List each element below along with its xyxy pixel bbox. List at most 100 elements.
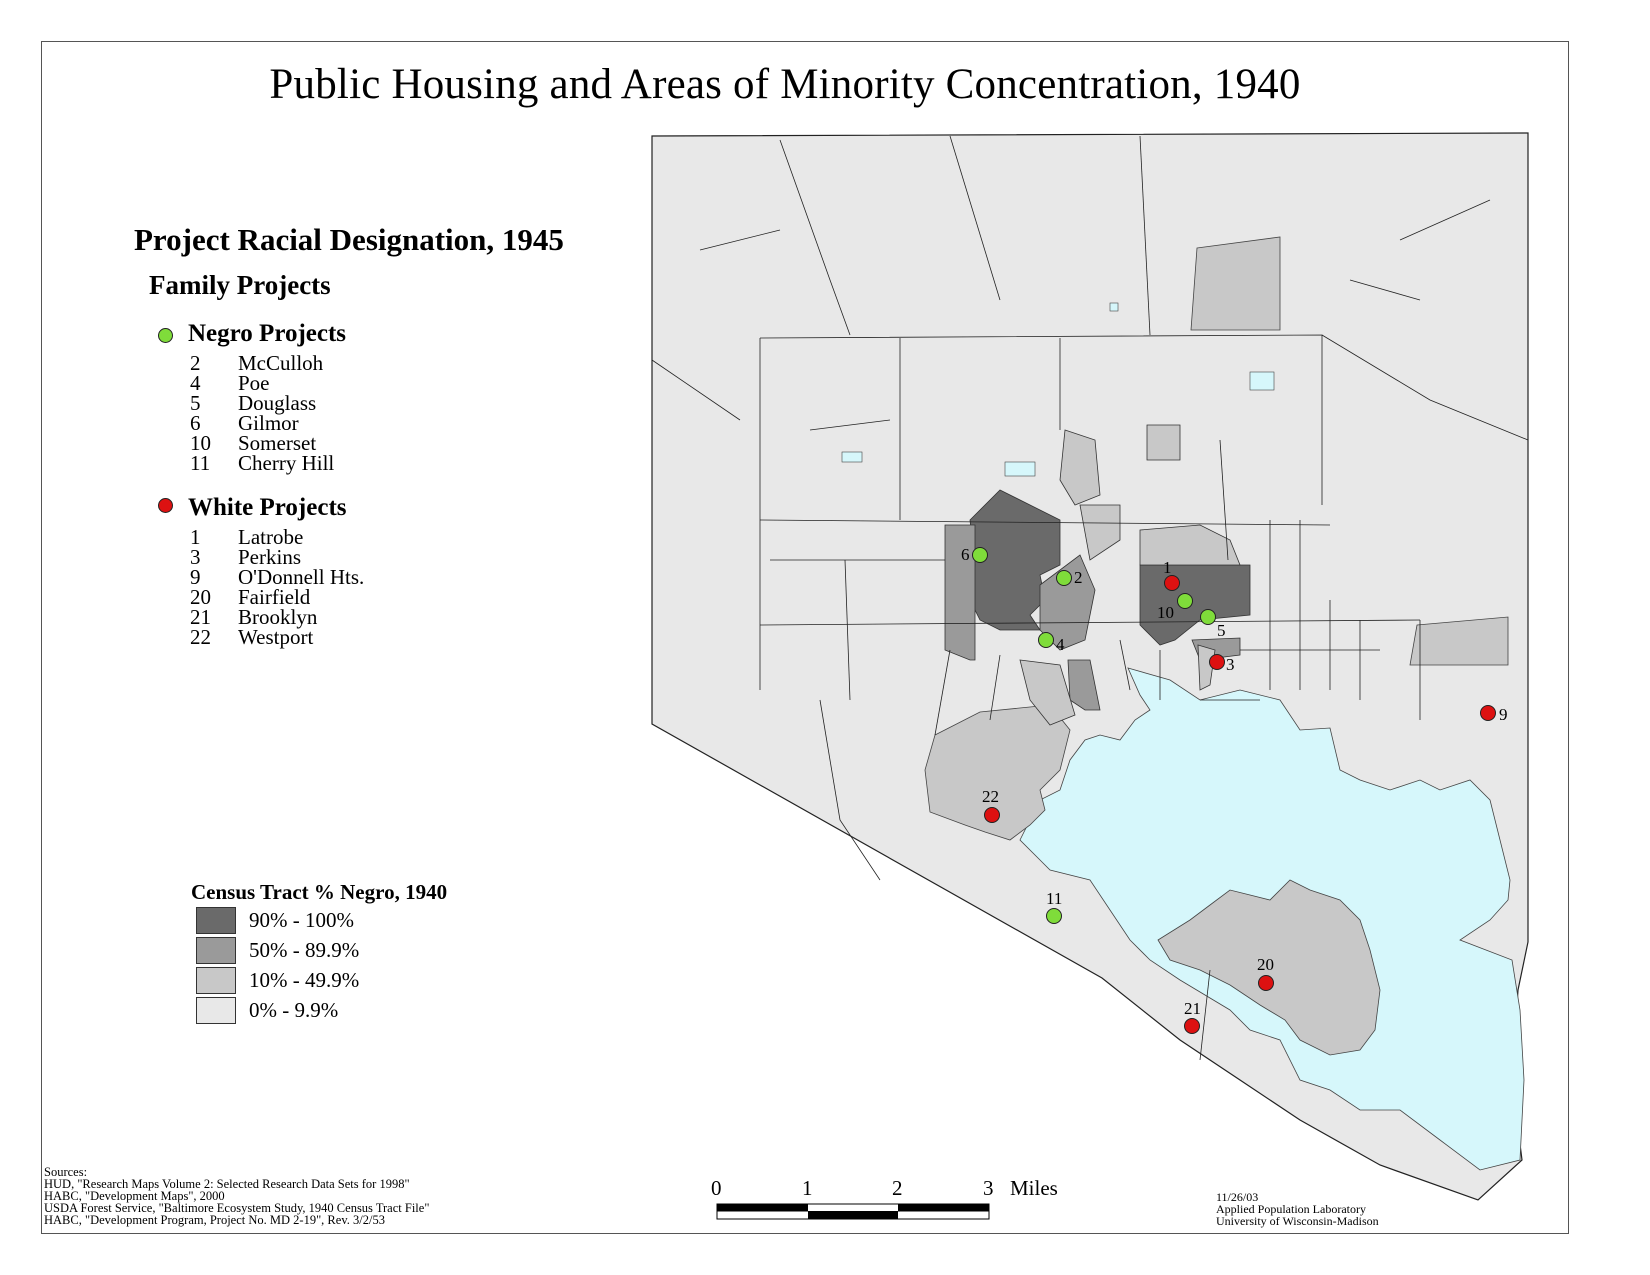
list-item: 5 Douglass (190, 391, 334, 415)
project-label: 22 (982, 787, 999, 806)
north-light-tract-2 (1059, 429, 1101, 506)
fairfield-peninsula (1157, 879, 1381, 1056)
source-line: HABC, "Development Maps", 2000 (44, 1189, 225, 1203)
white-project-marker-icon (158, 498, 173, 513)
project-marker-3 (1209, 654, 1225, 670)
project-label: 6 (961, 545, 970, 564)
project-label: 9 (1499, 705, 1508, 724)
white-projects-heading: White Projects (188, 494, 347, 521)
project-label: 4 (1056, 635, 1065, 654)
project-label: 21 (1184, 999, 1201, 1018)
sources-block: Sources: HUD, "Research Maps Volume 2: S… (44, 1166, 430, 1227)
west-light-tract (1079, 504, 1121, 561)
census-class-label: 50% - 89.9% (249, 938, 360, 962)
list-item: 20 Fairfield (190, 585, 364, 609)
project-number: 22 (190, 625, 211, 649)
project-name: O'Donnell Hts. (238, 565, 365, 589)
project-name: Fairfield (238, 585, 311, 609)
project-marker-21 (1184, 1018, 1200, 1034)
source-line: USDA Forest Service, "Baltimore Ecosyste… (44, 1201, 430, 1215)
list-item: 21 Brooklyn (190, 605, 364, 629)
project-name: Gilmor (238, 411, 299, 435)
credit-date: 11/26/03 (1216, 1190, 1259, 1204)
scale-tick-label: 0 (711, 1176, 722, 1200)
north-tract (1190, 236, 1281, 331)
west-mid-tract-2 (1039, 554, 1096, 651)
census-legend-title: Census Tract % Negro, 1940 (191, 880, 448, 904)
project-marker-1 (1164, 575, 1180, 591)
negro-projects-list: 2 McCulloh 4 Poe 5 Douglass 6 Gilmor 10 Somer… (190, 351, 335, 475)
south-central-tract (1067, 659, 1101, 711)
project-name: McCulloh (238, 351, 324, 375)
scale-unit-label: Miles (1010, 1176, 1058, 1200)
project-marker-5 (1200, 609, 1216, 625)
project-marker-6 (972, 547, 988, 563)
project-number: 2 (190, 351, 201, 375)
negro-project-marker-icon (158, 328, 173, 343)
source-line: HABC, "Development Program, Project No. … (44, 1213, 385, 1227)
west-mid-tract (944, 524, 976, 661)
project-marker-11 (1046, 908, 1062, 924)
census-class-row: 90% - 100% (196, 907, 354, 934)
lake (841, 451, 863, 463)
list-item: 10 Somerset (190, 431, 334, 455)
project-name: Cherry Hill (238, 451, 335, 475)
project-label: 1 (1163, 558, 1172, 577)
south-central-tract-2 (1019, 659, 1076, 726)
census-class-row: 0% - 9.9% (196, 997, 338, 1024)
list-item: 4 Poe (190, 371, 334, 395)
project-number: 1 (190, 525, 201, 549)
census-class-row: 10% - 49.9% (196, 967, 359, 994)
project-name: Douglass (238, 391, 317, 415)
credit-block: 11/26/03 Applied Population Laboratory U… (1216, 1191, 1379, 1227)
project-label: 20 (1257, 955, 1274, 974)
census-swatch (196, 937, 236, 964)
project-number: 20 (190, 585, 211, 609)
project-labels: 1 2 3 4 5 6 9 10 11 20 21 22 (961, 545, 1508, 1018)
census-swatch (196, 997, 236, 1024)
project-number: 10 (190, 431, 211, 455)
east-light-tract (1197, 644, 1216, 691)
project-marker-4 (1038, 632, 1054, 648)
census-swatch (196, 907, 236, 934)
list-item: 11 Cherry Hill (190, 451, 335, 475)
project-number: 5 (190, 391, 201, 415)
legend-subheading: Family Projects (149, 270, 331, 300)
project-name: Poe (238, 371, 270, 395)
project-name: Latrobe (238, 525, 304, 549)
east-tract (1409, 616, 1509, 666)
negro-projects-heading: Negro Projects (188, 320, 347, 347)
project-label: 3 (1226, 655, 1235, 674)
map-frame (41, 41, 1569, 1234)
credit-univ: University of Wisconsin-Madison (1216, 1214, 1379, 1228)
census-class-label: 90% - 100% (249, 908, 354, 932)
scale-tick-label: 3 (983, 1176, 994, 1200)
scale-bar: 0 1 2 3 Miles (711, 1176, 1058, 1220)
lake (1109, 302, 1119, 312)
project-marker-20 (1258, 975, 1274, 991)
project-marker-2 (1056, 570, 1072, 586)
project-name: Brooklyn (238, 605, 318, 629)
map-title: Public Housing and Areas of Minority Con… (269, 61, 1301, 108)
project-marker-22 (984, 807, 1000, 823)
source-line: HUD, "Research Maps Volume 2: Selected R… (44, 1177, 410, 1191)
scale-tick-label: 2 (892, 1176, 903, 1200)
census-class-row: 50% - 89.9% (196, 937, 359, 964)
project-label: 2 (1074, 568, 1083, 587)
project-name: Somerset (238, 431, 317, 455)
scale-tick-label: 1 (802, 1176, 813, 1200)
project-label: 10 (1157, 603, 1174, 622)
project-number: 11 (190, 451, 211, 475)
project-label: 11 (1046, 889, 1062, 908)
project-name: Westport (238, 625, 314, 649)
census-class-label: 10% - 49.9% (249, 968, 360, 992)
list-item: 2 McCulloh (190, 351, 334, 375)
list-item: 22 Westport (190, 625, 364, 649)
project-marker-9 (1480, 705, 1496, 721)
list-item: 3 Perkins (190, 547, 364, 568)
east-mid-tract (1139, 524, 1241, 566)
census-swatch (196, 967, 236, 994)
project-number: 6 (190, 411, 201, 435)
list-item: 6 Gilmor (190, 411, 334, 435)
